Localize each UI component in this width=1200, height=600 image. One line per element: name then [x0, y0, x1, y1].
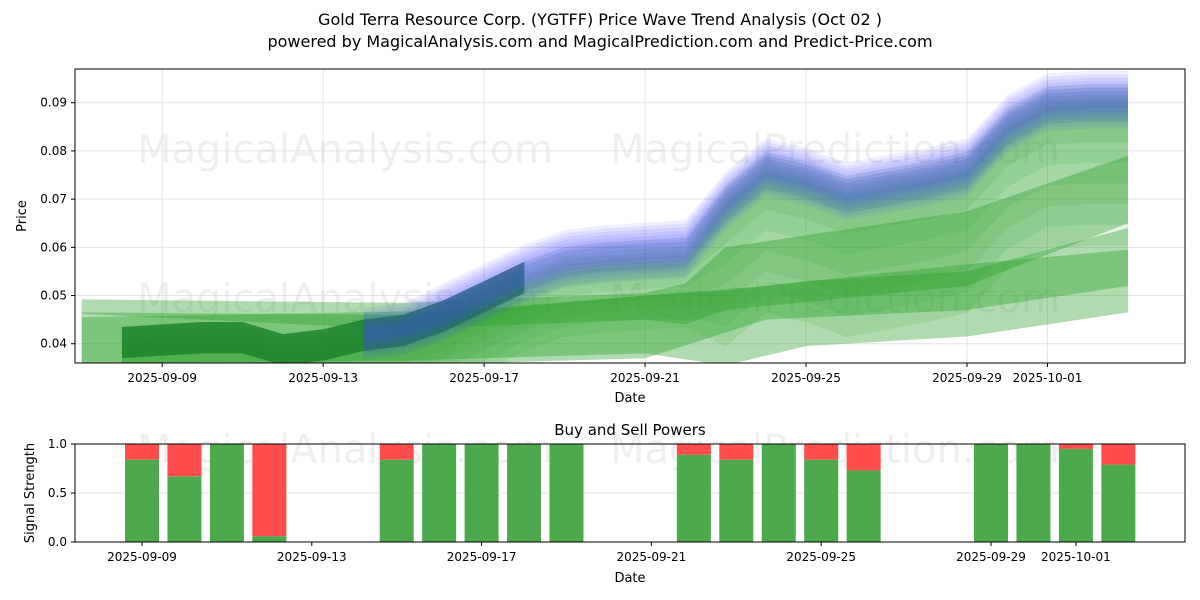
- chart-title: Gold Terra Resource Corp. (YGTFF) Price …: [318, 10, 882, 29]
- wave-band-green: [121, 97, 1128, 363]
- signal-axes: 2025-09-09 2025-09-13 2025-09-17 2025-09-21…: [48, 437, 1111, 564]
- price-bands: [81, 70, 1129, 363]
- sell-bar: [804, 444, 839, 460]
- watermark: MagicalPrediction.com: [610, 127, 1060, 173]
- price-grid: [75, 69, 1185, 363]
- wave-band-blue: [363, 74, 1128, 357]
- x-tick-label: 2025-09-17: [447, 550, 517, 564]
- wave-band-blue: [363, 84, 1128, 347]
- x-tick-label: 2025-09-09: [127, 371, 197, 385]
- x-tick-label: 2025-09-25: [786, 550, 856, 564]
- wave-band-green: [121, 101, 1128, 363]
- bar-chart-title: Buy and Sell Powers: [554, 421, 706, 439]
- buy-bar: [464, 444, 499, 542]
- buy-bar: [804, 459, 839, 542]
- buy-bar: [719, 459, 754, 542]
- wave-band-blue: [363, 87, 1128, 344]
- buy-bar: [846, 470, 881, 542]
- x-tick-label: 2025-10-01: [1041, 550, 1111, 564]
- wave-band-blue: [363, 81, 1128, 350]
- buy-bar: [422, 444, 457, 542]
- y-tick-label: 0.04: [40, 337, 67, 351]
- buy-bar: [1101, 464, 1136, 542]
- buy-bar: [974, 444, 1008, 542]
- x-tick-label: 2025-09-09: [107, 550, 177, 564]
- x-tick-label: 2025-09-25: [771, 371, 841, 385]
- x-tick-label: 2025-10-01: [1013, 371, 1083, 385]
- price-axes: 2025-09-09 2025-09-13 2025-09-17 2025-09-21…: [40, 96, 1082, 385]
- buy-bar: [252, 536, 287, 542]
- y-tick-label: 0.05: [40, 289, 67, 303]
- y-axis-label: Price: [15, 200, 30, 232]
- bar-y-axis-label: Signal Strength: [23, 443, 38, 543]
- x-axis-label: Date: [614, 391, 645, 406]
- buy-bar: [676, 454, 711, 542]
- y-tick-label: 0.06: [40, 240, 67, 254]
- buy-bar: [125, 459, 159, 542]
- buy-bar: [379, 459, 414, 542]
- wave-band-green: [121, 104, 1128, 363]
- sell-bar: [676, 444, 711, 455]
- bar-x-axis-label: Date: [614, 571, 645, 586]
- sell-bar: [167, 444, 202, 477]
- wave-band-blue: [363, 70, 1128, 361]
- x-tick-label: 2025-09-13: [277, 550, 347, 564]
- watermark: MagicalPrediction.com: [610, 276, 1060, 322]
- buy-bar: [507, 444, 542, 542]
- wave-band-blue: [363, 91, 1128, 340]
- y-tick-label: 0.5: [48, 486, 67, 500]
- x-tick-label: 2025-09-21: [617, 550, 687, 564]
- y-tick-label: 0.0: [48, 535, 67, 549]
- watermark: MagicalAnalysis.com: [137, 127, 553, 173]
- buy-bar: [209, 444, 244, 542]
- sell-bar: [719, 444, 754, 460]
- sell-bar: [846, 444, 881, 471]
- sell-bar: [1058, 444, 1093, 449]
- y-tick-label: 0.08: [40, 144, 67, 158]
- sell-bar: [379, 444, 414, 460]
- sell-bar: [125, 444, 159, 460]
- x-tick-label: 2025-09-21: [610, 371, 680, 385]
- sell-bar: [1101, 444, 1136, 465]
- sell-bar: [252, 444, 287, 537]
- y-tick-label: 0.07: [40, 192, 67, 206]
- chart-subtitle: powered by MagicalAnalysis.com and Magic…: [267, 32, 933, 51]
- buy-bar: [1016, 444, 1051, 542]
- x-tick-label: 2025-09-29: [932, 371, 1002, 385]
- x-tick-label: 2025-09-13: [288, 371, 358, 385]
- wave-band-core: [121, 261, 525, 363]
- y-tick-label: 0.09: [40, 96, 67, 110]
- x-tick-label: 2025-09-17: [449, 371, 519, 385]
- signal-bars: [125, 444, 1136, 542]
- x-tick-label: 2025-09-29: [956, 550, 1026, 564]
- wave-band-blue: [363, 77, 1128, 354]
- buy-bar: [549, 444, 584, 542]
- price-plot-frame: [74, 68, 1186, 364]
- buy-bar: [167, 476, 202, 542]
- buy-bar: [761, 444, 796, 542]
- buy-bar: [1058, 448, 1093, 542]
- y-tick-label: 1.0: [48, 437, 67, 451]
- long-range-band-1: [81, 155, 1129, 330]
